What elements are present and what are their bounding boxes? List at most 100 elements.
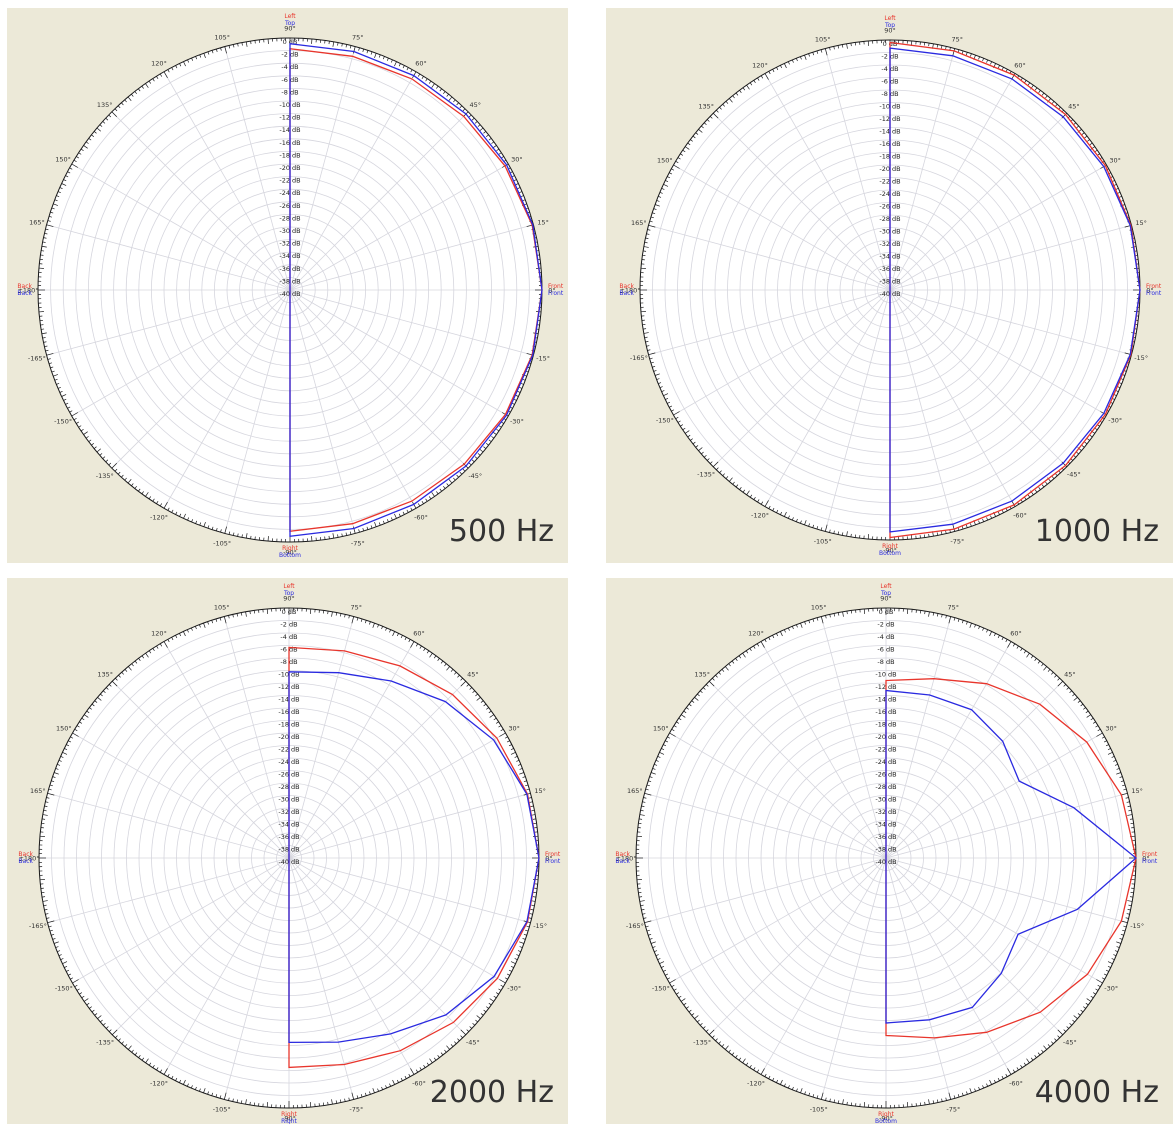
degree-tick <box>698 447 703 451</box>
degree-tick <box>953 617 956 621</box>
degree-tick <box>42 337 46 339</box>
degree-tick <box>647 349 651 351</box>
degree-tick <box>454 671 457 675</box>
degree-tick <box>1057 1035 1060 1039</box>
degree-tick <box>80 428 84 432</box>
degree-tick <box>341 43 343 47</box>
degree-tick <box>957 1094 960 1098</box>
degree-tick <box>1073 697 1078 701</box>
angle-tick-label: -15° <box>1134 354 1148 362</box>
degree-tick <box>211 526 214 530</box>
degree-tick <box>498 425 502 428</box>
degree-tick <box>1069 690 1073 693</box>
grid-spoke <box>889 289 1068 468</box>
angle-tick-label: 60° <box>1014 61 1026 69</box>
degree-tick <box>941 614 943 618</box>
grid-spoke <box>648 289 891 356</box>
degree-tick <box>237 533 239 537</box>
degree-tick <box>42 900 48 902</box>
degree-tick <box>522 378 526 381</box>
degree-tick <box>643 332 649 334</box>
degree-tick <box>417 73 421 77</box>
degree-tick <box>1054 674 1057 678</box>
degree-tick <box>423 648 426 652</box>
degree-tick <box>486 1006 489 1009</box>
angle-tick-label: 45° <box>1068 103 1080 111</box>
degree-tick <box>423 1064 426 1068</box>
degree-tick <box>228 45 231 49</box>
degree-tick <box>493 717 497 721</box>
degree-tick <box>425 498 428 502</box>
degree-tick <box>466 1029 470 1032</box>
degree-tick <box>646 784 650 787</box>
grid-spoke <box>163 289 291 509</box>
degree-tick <box>1037 660 1041 664</box>
degree-tick <box>84 714 89 718</box>
degree-tick <box>96 127 102 132</box>
degree-tick <box>159 643 163 647</box>
degree-tick <box>688 1009 692 1013</box>
degree-tick <box>396 633 399 637</box>
angle-tick-label: -135° <box>693 1038 711 1046</box>
degree-tick <box>522 199 526 202</box>
degree-tick <box>179 63 182 67</box>
polar-plot-2000hz: 90° 75° 60° 45° 30° 15° 0° -15° -30° -45° -60° -75°… <box>18 583 560 1124</box>
chart-title: 1000 Hz <box>1034 514 1159 549</box>
degree-tick <box>394 513 397 519</box>
angle-tick-label: -105° <box>213 1106 231 1114</box>
degree-tick <box>148 1062 152 1066</box>
degree-tick <box>131 483 134 487</box>
grid-spoke <box>760 641 887 859</box>
degree-tick <box>1041 92 1045 96</box>
degree-tick <box>337 42 339 46</box>
degree-tick <box>941 531 943 535</box>
degree-tick <box>703 122 707 125</box>
degree-tick <box>468 114 472 118</box>
degree-tick <box>982 58 984 62</box>
degree-tick <box>99 124 103 127</box>
degree-tick <box>117 471 121 475</box>
chart-panel-1000hz: 90° 75° 60° 45° 30° 15° 0° -15° -30° -45° -60° -75°… <box>606 8 1173 563</box>
degree-tick <box>997 65 1000 69</box>
degree-tick <box>735 484 739 488</box>
degree-tick <box>692 441 696 445</box>
degree-tick <box>661 965 665 968</box>
degree-tick <box>652 212 656 215</box>
degree-tick <box>685 430 690 434</box>
degree-tick <box>474 456 478 459</box>
degree-tick <box>644 792 652 796</box>
degree-tick <box>111 680 118 687</box>
degree-tick <box>127 478 132 484</box>
degree-tick <box>406 67 409 71</box>
degree-tick <box>1103 973 1107 976</box>
degree-tick <box>673 725 677 728</box>
degree-tick <box>232 532 235 536</box>
degree-tick <box>772 507 775 511</box>
degree-tick <box>760 1068 765 1075</box>
degree-tick <box>645 925 649 928</box>
degree-tick <box>749 648 752 652</box>
degree-tick <box>504 736 508 739</box>
degree-tick <box>105 117 109 121</box>
degree-tick <box>49 784 53 787</box>
angle-tick-label: -135° <box>96 1038 114 1046</box>
degree-tick <box>71 412 78 417</box>
degree-tick <box>1120 933 1124 936</box>
degree-tick <box>1090 430 1095 434</box>
degree-tick <box>81 717 85 721</box>
degree-tick <box>1043 666 1047 671</box>
degree-tick <box>446 93 449 97</box>
degree-tick <box>1034 87 1038 91</box>
orientation-label-bottom: Right <box>281 1111 297 1118</box>
degree-tick <box>145 492 149 497</box>
degree-tick <box>76 988 80 991</box>
degree-tick <box>236 613 238 617</box>
degree-tick <box>764 1073 767 1077</box>
series-line-top <box>288 671 540 1044</box>
grid-spoke <box>712 289 891 468</box>
chart-title: 500 Hz <box>448 514 554 549</box>
degree-tick <box>1092 992 1096 995</box>
grid-spoke <box>889 289 1132 356</box>
degree-tick <box>928 1099 930 1105</box>
degree-tick <box>58 759 62 762</box>
